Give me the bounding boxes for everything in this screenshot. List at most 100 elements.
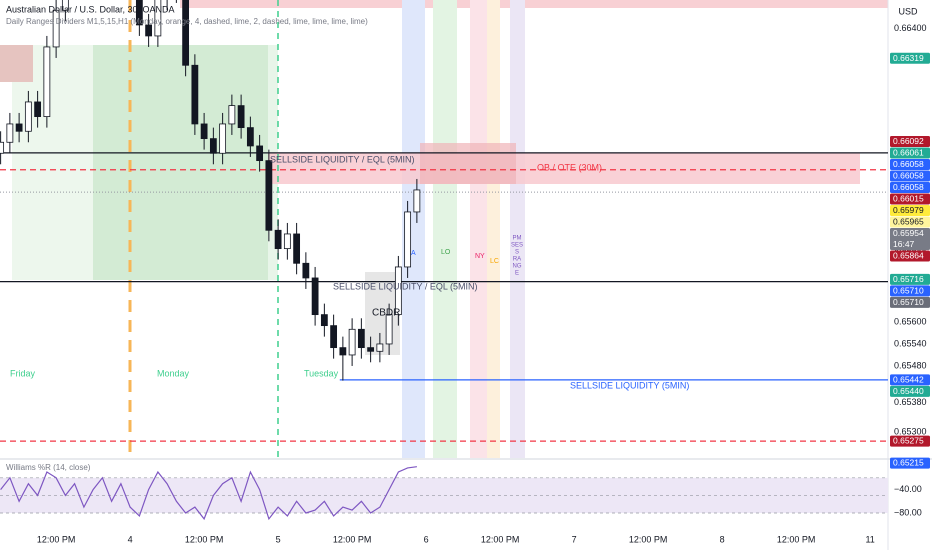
countdown: 16:47 <box>893 239 915 249</box>
y-tick-label: −40.00 <box>894 484 922 494</box>
candle-body <box>228 105 236 125</box>
annotation: SELLSIDE LIQUIDITY (5MIN) <box>570 380 689 390</box>
candle-body <box>0 141 5 154</box>
ote-box <box>420 143 516 184</box>
candle-body <box>24 101 32 132</box>
price-tag-label: 0.66092 <box>893 136 924 146</box>
chart-title: Australian Dollar / U.S. Dollar, 30, OAN… <box>6 4 175 14</box>
pm-session <box>510 0 525 458</box>
candle-body <box>200 123 208 140</box>
oscillator <box>0 466 888 521</box>
candle-body <box>246 127 254 147</box>
price-tag <box>890 136 930 148</box>
candle-body <box>413 189 421 213</box>
candle-body <box>237 105 245 129</box>
price-tag-label: 0.65979 <box>893 205 924 215</box>
price-tag-label: 0.65275 <box>893 436 924 446</box>
candle-body <box>15 123 23 132</box>
price-tag-label: 0.65215 <box>893 458 924 468</box>
price-tag <box>890 205 930 217</box>
x-tick-label: 6 <box>424 534 429 544</box>
x-tick-label: 12:00 PM <box>37 534 76 544</box>
x-tick-label: 7 <box>572 534 577 544</box>
x-tick-label: 12:00 PM <box>481 534 520 544</box>
annotations: Australian Dollar / U.S. Dollar, 30, OAN… <box>6 4 918 472</box>
session-label: A <box>411 250 416 257</box>
candle-body <box>283 233 291 250</box>
candle-body <box>182 0 190 66</box>
candle-body <box>330 325 338 349</box>
candle-body <box>154 0 162 37</box>
candle-body <box>376 343 384 352</box>
ny-session <box>470 0 487 458</box>
session-label: RA <box>513 257 521 263</box>
candle-body <box>256 145 264 162</box>
x-tick-label: 12:00 PM <box>629 534 668 544</box>
currency: USD <box>898 6 918 16</box>
pm-session-label: PM SES S RA NG E <box>511 236 523 277</box>
candle-body <box>52 9 60 48</box>
london-session <box>433 0 457 458</box>
top-band <box>180 0 888 8</box>
annotation: OB / OTE (30M) <box>537 162 602 172</box>
price-tag-label: 0.65965 <box>893 217 924 227</box>
asia-session <box>402 0 425 458</box>
price-tag-label: 0.66058 <box>893 171 924 181</box>
candle-body <box>34 101 42 118</box>
session-label: SES <box>511 243 523 249</box>
day-label: Friday <box>10 368 36 378</box>
price-tag <box>890 250 930 262</box>
candle-body <box>311 277 319 316</box>
price-tag-label: 0.66061 <box>893 148 924 158</box>
candle-body <box>339 347 347 356</box>
session-label: PM <box>513 236 522 242</box>
price-tag-label: 0.65716 <box>893 274 924 284</box>
candle-body <box>274 229 282 250</box>
price-tag <box>890 435 930 447</box>
candle-body <box>219 123 227 154</box>
price-tag-label: 0.65710 <box>893 297 924 307</box>
candle-body <box>209 138 217 154</box>
day-label: Tuesday <box>304 368 339 378</box>
session-label: LO <box>441 249 451 256</box>
y-tick-label: −80.00 <box>894 507 922 517</box>
y-tick-label: 0.65380 <box>894 397 927 407</box>
x-tick-label: 12:00 PM <box>333 534 372 544</box>
annotation: CBDR <box>372 308 400 319</box>
candle-body <box>367 347 375 352</box>
x-tick-label: 12:00 PM <box>185 534 224 544</box>
price-tag <box>890 374 930 386</box>
candle-body <box>6 123 14 143</box>
candle-body <box>385 314 393 345</box>
candle-body <box>394 266 402 316</box>
y-tick-label: 0.65540 <box>894 338 927 348</box>
price-tag <box>890 193 930 205</box>
day-label: Monday <box>157 368 190 378</box>
candle-body <box>357 328 365 349</box>
candle-body <box>61 0 69 11</box>
price-tag <box>890 273 930 285</box>
price-tag <box>890 216 930 228</box>
premium-box <box>0 45 33 82</box>
price-tag <box>890 457 930 469</box>
price-tag-label: 0.65710 <box>893 285 924 295</box>
price-tag <box>890 52 930 64</box>
price-tag <box>890 182 930 194</box>
x-tick-label: 5 <box>276 534 281 544</box>
price-tag-label: 0.66058 <box>893 159 924 169</box>
price-tag-label: 0.65954 <box>893 228 924 238</box>
price-tag <box>890 159 930 171</box>
annotation: SELLSIDE LIQUIDITY / EQL (5MIN) <box>270 154 415 164</box>
friday-zone <box>12 45 93 280</box>
candle-body <box>348 328 356 356</box>
oscillator-title: Williams %R (14, close) <box>6 463 91 472</box>
annotation: SELLSIDE LIQUIDITY / EQL (5MIN) <box>333 281 478 291</box>
price-tag <box>890 170 930 182</box>
price-tag <box>890 228 930 251</box>
price-tag-label: 0.66015 <box>893 194 924 204</box>
price-tag <box>890 385 930 397</box>
candle-body <box>135 0 143 26</box>
session-label: NY <box>475 253 485 260</box>
